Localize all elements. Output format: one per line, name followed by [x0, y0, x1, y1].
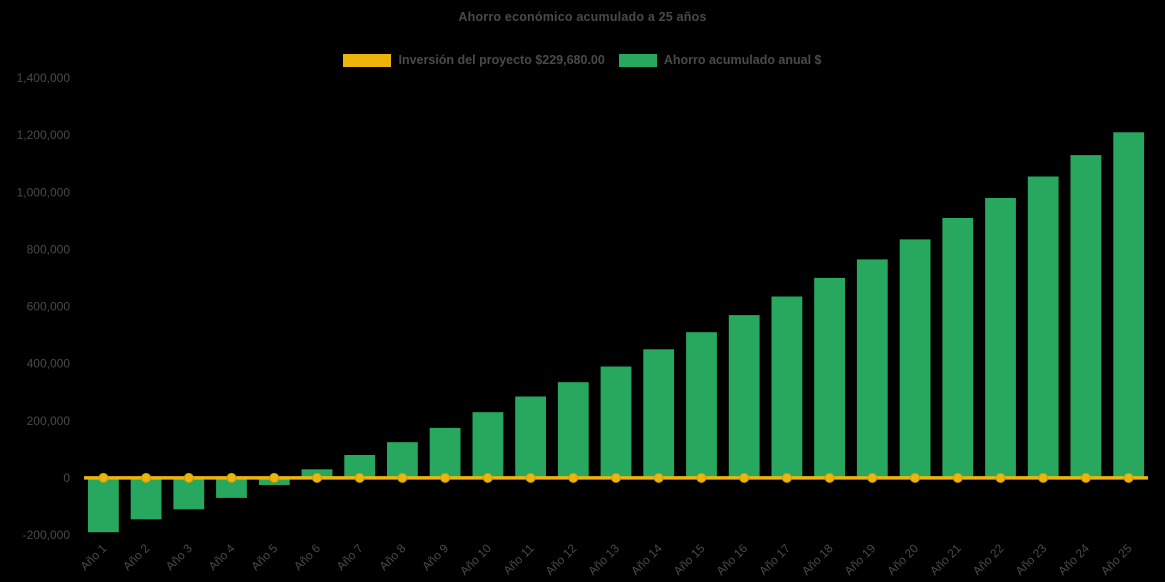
- bar-savings: [173, 477, 205, 510]
- x-axis-tick-label: Año 7: [334, 541, 366, 573]
- y-axis-tick-label: 200,000: [27, 414, 71, 428]
- legend-swatch-investment-icon: [343, 53, 392, 67]
- x-axis-tick-label: Año 17: [756, 541, 793, 578]
- investment-line-marker-icon: [269, 472, 280, 483]
- bar-savings: [387, 442, 418, 478]
- investment-line-marker-icon: [611, 472, 621, 483]
- investment-line-marker-icon: [226, 472, 237, 483]
- investment-line-marker-icon: [910, 472, 920, 483]
- x-axis-tick-label: Año 5: [248, 541, 280, 573]
- investment-line-marker-icon: [696, 472, 707, 483]
- x-axis-tick-label: Año 8: [376, 541, 408, 573]
- bar-savings: [515, 396, 546, 478]
- x-axis-tick-label: Año 10: [457, 541, 494, 578]
- y-axis-tick-label: 1,000,000: [17, 185, 71, 199]
- investment-line-marker-icon: [312, 472, 322, 483]
- investment-line-marker-icon: [440, 472, 451, 483]
- bar-savings: [686, 332, 717, 478]
- bar-savings: [985, 198, 1016, 478]
- investment-line-marker-icon: [482, 472, 493, 483]
- bar-savings: [472, 412, 504, 478]
- investment-line-marker-icon: [1038, 472, 1049, 483]
- x-axis-tick-label: Año 25: [1098, 541, 1135, 578]
- bar-savings: [1070, 155, 1102, 478]
- bar-savings: [130, 477, 162, 520]
- investment-line-marker-icon: [354, 472, 365, 483]
- x-axis-tick-label: Año 9: [419, 541, 451, 573]
- investment-line-marker-icon: [141, 472, 152, 483]
- bar-savings: [1027, 176, 1059, 478]
- x-axis-tick-label: Año 11: [501, 541, 537, 577]
- bar-savings: [771, 296, 803, 478]
- x-axis-tick-label: Año 13: [585, 541, 622, 578]
- x-axis-tick-label: Año 22: [970, 541, 1007, 578]
- investment-line-marker-icon: [653, 472, 664, 483]
- bar-savings: [344, 455, 376, 478]
- y-axis-tick-label: 0: [63, 471, 70, 485]
- x-axis-tick-label: Año 15: [671, 541, 708, 578]
- legend-label-savings: Ahorro acumulado anual $: [663, 53, 822, 67]
- legend-swatch-savings-icon: [618, 53, 657, 67]
- x-axis-tick-label: Año 18: [799, 541, 836, 578]
- bar-savings: [728, 315, 760, 478]
- x-axis-tick-label: Año 3: [163, 541, 195, 573]
- bar-savings: [600, 366, 632, 478]
- bar-savings: [856, 259, 888, 478]
- bar-savings: [643, 349, 675, 478]
- x-axis-tick-label: Año 23: [1013, 541, 1050, 578]
- investment-line-marker-icon: [824, 472, 835, 483]
- bar-savings: [1113, 132, 1145, 478]
- investment-line-marker-icon: [183, 472, 194, 483]
- bar-savings: [557, 382, 589, 478]
- x-axis-tick-label: Año 1: [77, 541, 109, 573]
- investment-line-marker-icon: [781, 472, 792, 483]
- investment-line-marker-icon: [568, 472, 579, 483]
- investment-line-marker-icon: [98, 472, 109, 483]
- investment-line-marker-icon: [525, 472, 536, 483]
- x-axis-tick-label: Año 4: [206, 541, 238, 573]
- bar-savings: [429, 427, 461, 478]
- x-axis-tick-label: Año 21: [927, 541, 964, 578]
- x-axis-tick-label: Año 19: [842, 541, 879, 578]
- x-axis-tick-label: Año 24: [1055, 541, 1092, 578]
- investment-line-marker-icon: [995, 472, 1006, 483]
- y-axis-tick-label: 800,000: [27, 242, 71, 256]
- investment-line-marker-icon: [739, 472, 750, 483]
- legend: Inversión del proyecto $229,680.00 Ahorr…: [0, 53, 1165, 67]
- legend-item-investment: Inversión del proyecto $229,680.00: [343, 53, 605, 67]
- investment-line-marker-icon: [397, 472, 408, 483]
- bar-savings: [88, 477, 119, 533]
- investment-line-marker-icon: [1080, 472, 1091, 483]
- legend-item-savings: Ahorro acumulado anual $: [618, 53, 822, 67]
- legend-label-investment: Inversión del proyecto $229,680.00: [398, 53, 605, 67]
- y-axis-tick-label: 600,000: [27, 300, 71, 314]
- investment-line-marker-icon: [867, 472, 878, 483]
- x-axis-tick-label: Año 16: [713, 541, 750, 578]
- bar-savings: [216, 477, 247, 498]
- bar-savings: [942, 218, 974, 478]
- y-axis-tick-label: 1,200,000: [17, 128, 71, 142]
- x-axis-tick-label: Año 20: [884, 541, 921, 578]
- investment-line-marker-icon: [1123, 472, 1134, 483]
- bar-savings: [899, 239, 931, 478]
- x-axis-tick-label: Año 14: [628, 541, 665, 578]
- bar-savings: [814, 277, 845, 478]
- x-axis-tick-label: Año 2: [120, 541, 152, 573]
- investment-line-marker-icon: [952, 472, 963, 483]
- x-axis-tick-label: Año 6: [291, 541, 323, 573]
- y-axis-tick-label: -200,000: [23, 528, 71, 542]
- x-axis-tick-label: Año 12: [543, 541, 580, 578]
- y-axis-tick-label: 400,000: [27, 357, 71, 371]
- chart-title: Ahorro económico acumulado a 25 años: [458, 10, 707, 24]
- y-axis-tick-label: 1,400,000: [17, 71, 71, 85]
